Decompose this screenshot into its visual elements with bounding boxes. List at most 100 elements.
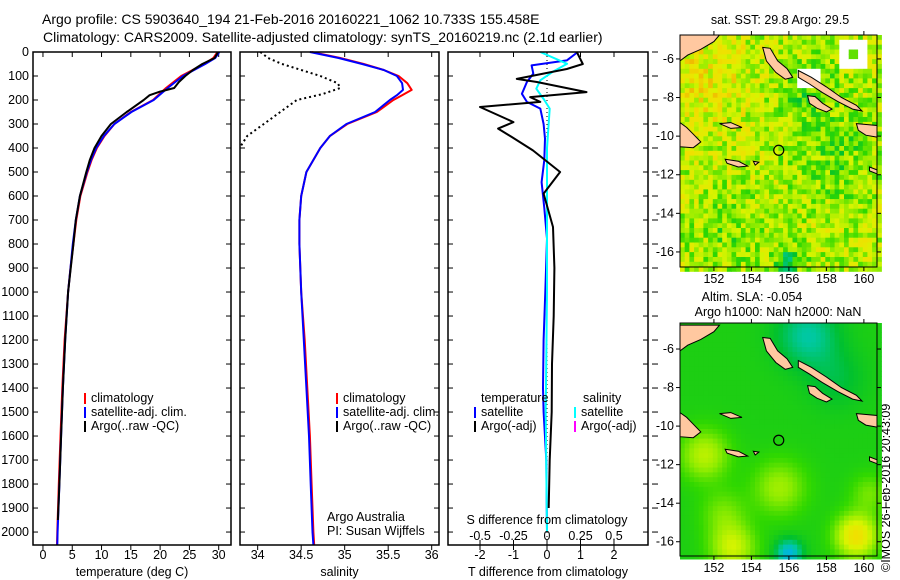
map-cell xyxy=(858,155,864,161)
map-cell xyxy=(680,462,686,468)
map-cell xyxy=(801,97,807,103)
map-cell xyxy=(717,477,723,483)
panel-frame xyxy=(32,51,232,546)
map-cell xyxy=(872,323,878,329)
map-cell xyxy=(689,385,695,391)
float-position-marker xyxy=(773,144,785,156)
map-cell xyxy=(858,54,864,60)
map-cell xyxy=(759,199,765,205)
map-cell xyxy=(736,232,742,238)
map-cell xyxy=(792,356,798,362)
map-cell xyxy=(759,457,765,464)
map-cell xyxy=(853,136,859,142)
map-cell xyxy=(867,257,873,263)
map-cell xyxy=(736,107,742,113)
map-cell xyxy=(783,78,789,84)
map-cell xyxy=(848,44,854,50)
map-cell xyxy=(858,252,864,258)
sla-map-title: Altim. SLA: -0.054 xyxy=(702,290,803,304)
map-cell xyxy=(853,419,859,425)
map-cell xyxy=(769,462,775,468)
map-cell xyxy=(717,351,723,358)
map-cell xyxy=(839,323,845,329)
map-cell xyxy=(773,515,779,521)
map-cell xyxy=(853,400,859,406)
map-cell xyxy=(769,486,775,492)
map-cell xyxy=(759,332,765,338)
map-cell xyxy=(820,184,826,190)
map-cell xyxy=(872,102,878,108)
map-cell xyxy=(726,170,732,176)
map-cell xyxy=(876,261,882,267)
map-cell xyxy=(848,482,854,488)
map-cell xyxy=(853,337,859,343)
map-cell xyxy=(764,448,770,454)
map-cell xyxy=(722,390,728,396)
map-cell xyxy=(778,88,784,94)
map-cell xyxy=(783,261,789,267)
map-cell xyxy=(680,457,686,464)
map-cell xyxy=(867,54,873,60)
map-cell xyxy=(867,371,873,377)
map-cell xyxy=(853,356,859,362)
map-cell xyxy=(834,462,840,468)
map-cell xyxy=(726,530,732,536)
map-cell xyxy=(844,457,850,464)
map-cell xyxy=(848,337,854,343)
map-cell xyxy=(839,165,845,171)
map-cell xyxy=(722,39,728,45)
map-cell xyxy=(736,184,742,190)
map-cell xyxy=(801,400,807,406)
map-cell xyxy=(862,64,868,70)
map-cell xyxy=(684,170,690,176)
map-cell xyxy=(825,189,831,195)
map-cell xyxy=(764,189,770,195)
map-cell xyxy=(801,184,807,190)
map-cell xyxy=(698,242,704,248)
map-cell xyxy=(811,165,817,171)
map-cell xyxy=(764,199,770,205)
map-cell xyxy=(797,160,803,166)
map-cell xyxy=(703,83,709,89)
map-cell xyxy=(820,429,826,435)
map-cell xyxy=(797,544,803,550)
map-cell xyxy=(708,102,714,108)
map-cell xyxy=(830,35,836,41)
map-cell xyxy=(853,208,859,214)
map-cell xyxy=(684,496,690,502)
map-cell xyxy=(684,213,690,219)
map-cell xyxy=(722,361,728,367)
map-cell xyxy=(815,501,821,507)
map-cell xyxy=(876,506,882,512)
map-cell xyxy=(722,462,728,468)
map-cell xyxy=(689,252,695,258)
map-cell xyxy=(726,184,732,190)
map-cell xyxy=(778,438,784,444)
map-cell xyxy=(815,88,821,94)
map-cell xyxy=(722,510,728,517)
map-cell xyxy=(830,496,836,502)
map-cell xyxy=(708,174,714,181)
map-cell xyxy=(769,376,775,382)
land-polygon xyxy=(762,336,794,370)
map-cell xyxy=(680,179,686,185)
map-cell xyxy=(740,361,746,367)
map-cell xyxy=(834,266,840,272)
map-cell xyxy=(717,174,723,181)
map-cell xyxy=(694,88,700,94)
map-cell xyxy=(731,390,737,396)
map-cell xyxy=(858,64,864,70)
map-cell xyxy=(717,247,723,253)
map-cell xyxy=(872,491,878,497)
map-cell xyxy=(825,165,831,171)
map-cell xyxy=(684,179,690,185)
map-cell xyxy=(722,213,728,219)
map-cell xyxy=(680,160,686,166)
map-cell xyxy=(867,112,873,118)
map-cell xyxy=(764,78,770,84)
map-cell xyxy=(848,136,854,142)
map-cell xyxy=(867,535,873,541)
map-cell xyxy=(811,136,817,142)
map-cell xyxy=(806,179,812,185)
map-cell xyxy=(834,228,840,234)
